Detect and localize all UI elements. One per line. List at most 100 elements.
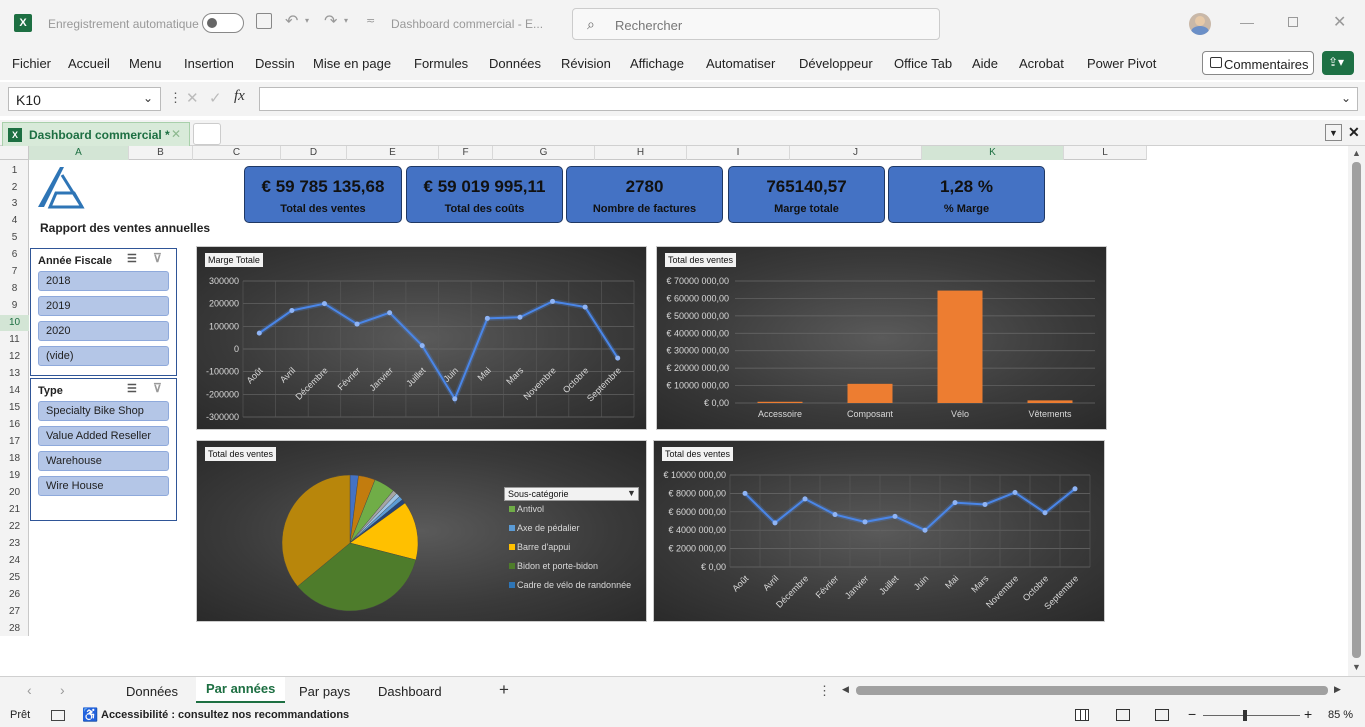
scroll-right-icon[interactable]: ▶ [1334,684,1341,694]
scroll-up-icon[interactable]: ▲ [1352,148,1361,158]
expand-formula-icon[interactable]: ⌄ [1341,91,1352,105]
comments-button[interactable]: Commentaires [1202,51,1314,75]
row-header[interactable]: 16 [8,419,21,430]
insert-function-icon[interactable]: fx [234,88,245,104]
add-sheet-icon[interactable]: + [499,680,509,699]
sheet-tab-donnees[interactable]: Données [126,684,179,699]
slicer-item[interactable]: Wire House [38,476,169,496]
formula-options-icon[interactable]: ⋮ [169,90,182,105]
name-box[interactable]: K10 ⌄ [8,87,161,111]
tab-list-dropdown-icon[interactable]: ▼ [1325,124,1342,141]
row-header[interactable]: 27 [8,606,21,617]
chart-ventes-mensuelles[interactable]: Total des ventes € 10000 000,00 € 8000 00… [653,440,1105,622]
zoom-slider[interactable] [1203,710,1300,721]
name-box-dropdown-icon[interactable]: ⌄ [143,91,154,105]
normal-view-icon[interactable] [1075,709,1089,721]
close-tab-icon[interactable]: ✕ [171,127,182,141]
menu-donnees[interactable]: Données [489,56,542,71]
scroll-left-icon[interactable]: ◀ [842,684,849,694]
menu-acrobat[interactable]: Acrobat [1019,56,1064,71]
enter-icon[interactable]: ✓ [209,90,222,107]
row-header[interactable]: 4 [11,215,18,226]
row-header[interactable]: 18 [8,453,21,464]
vertical-scrollbar[interactable]: ▲ ▼ [1348,146,1365,676]
row-header[interactable]: 17 [8,436,21,447]
row-header[interactable]: 9 [11,300,18,311]
column-header-h[interactable]: H [595,146,687,160]
scroll-down-icon[interactable]: ▼ [1352,662,1361,672]
row-header[interactable]: 15 [8,402,21,413]
tab-split-handle-icon[interactable]: ⋮ [818,683,831,698]
select-all-corner[interactable] [0,146,29,160]
menu-insertion[interactable]: Insertion [184,56,234,71]
sheet-tab-active[interactable]: Par années [196,677,285,703]
close-workbook-icon[interactable]: ✕ [1348,124,1360,140]
row-header[interactable]: 2 [11,182,18,193]
column-header-g[interactable]: G [493,146,595,160]
workbook-tab-active[interactable]: X Dashboard commercial * ✕ [2,122,190,146]
slicer-item[interactable]: Specialty Bike Shop [38,401,169,421]
redo-dropdown-icon[interactable]: ▾ [344,16,349,25]
undo-dropdown-icon[interactable]: ▾ [305,16,310,25]
horizontal-scroll-thumb[interactable] [856,686,1328,695]
page-layout-view-icon[interactable] [1116,709,1130,721]
chart-ventes-sous-categorie[interactable]: Total des ventes Antivol Axe de pédalier B… [196,440,647,622]
formula-input[interactable]: ⌄ [259,87,1358,111]
menu-power-pivot[interactable]: Power Pivot [1087,56,1157,71]
menu-mise-en-page[interactable]: Mise en page [313,56,392,71]
multi-select-icon[interactable]: ☰ [127,383,137,395]
accessibility-status[interactable]: Accessibilité : consultez nos recommanda… [101,709,350,721]
row-header[interactable]: 6 [11,249,18,260]
slicer-item[interactable]: Value Added Reseller [38,426,169,446]
row-header[interactable]: 24 [8,555,21,566]
zoom-in-icon[interactable]: + [1304,706,1313,722]
row-header[interactable]: 13 [8,368,21,379]
avatar[interactable] [1189,13,1211,35]
column-header-a[interactable]: A [29,146,129,160]
prev-sheet-icon[interactable]: ‹ [27,682,32,698]
menu-menu[interactable]: Menu [129,56,162,71]
menu-revision[interactable]: Révision [561,56,611,71]
column-header-j[interactable]: J [790,146,922,160]
column-header-f[interactable]: F [439,146,493,160]
row-header[interactable]: 21 [8,504,21,515]
row-header[interactable]: 7 [11,266,18,277]
page-break-view-icon[interactable] [1155,709,1169,721]
column-header-i[interactable]: I [687,146,790,160]
next-sheet-icon[interactable]: › [60,682,65,698]
save-icon[interactable] [256,13,272,29]
chart-ventes-categorie[interactable]: Total des ventes € 70000 000,00 € 60000 0… [656,246,1107,430]
restore-icon[interactable] [1288,17,1298,27]
slicer-item[interactable]: Warehouse [38,451,169,471]
row-header[interactable]: 3 [11,198,18,209]
redo-icon[interactable]: ↷ [324,13,338,30]
clear-filter-icon[interactable]: ⊽ [153,251,162,265]
slicer-item[interactable]: 2018 [38,271,169,291]
row-header[interactable]: 25 [8,572,21,583]
row-header[interactable]: 26 [8,589,21,600]
slicer-item[interactable]: 2020 [38,321,169,341]
row-header[interactable]: 28 [8,623,21,634]
column-header-b[interactable]: B [129,146,193,160]
row-header[interactable]: 1 [11,165,18,176]
slicer-item[interactable]: 2019 [38,296,169,316]
row-header[interactable]: 23 [8,538,21,549]
zoom-out-icon[interactable]: − [1188,706,1197,722]
new-tab-button[interactable] [193,123,221,145]
menu-dessin[interactable]: Dessin [255,56,295,71]
row-header[interactable]: 22 [8,521,21,532]
minimize-icon[interactable]: — [1240,14,1254,30]
row-header[interactable]: 10 [0,315,29,331]
sheet-tab-dashboard[interactable]: Dashboard [378,684,442,699]
row-header[interactable]: 14 [8,385,21,396]
menu-developpeur[interactable]: Développeur [799,56,873,71]
chart-marge-totale[interactable]: Marge Totale 300000 200000 100000 0 -100000 -… [196,246,647,430]
row-header[interactable]: 8 [11,283,18,294]
slicer-item[interactable]: (vide) [38,346,169,366]
cancel-icon[interactable]: ✕ [186,90,199,107]
sheet-tab-par-pays[interactable]: Par pays [299,684,351,699]
column-header-k[interactable]: K [922,146,1064,160]
row-header[interactable]: 11 [9,334,20,345]
column-header-c[interactable]: C [193,146,281,160]
vertical-scroll-thumb[interactable] [1352,162,1361,658]
